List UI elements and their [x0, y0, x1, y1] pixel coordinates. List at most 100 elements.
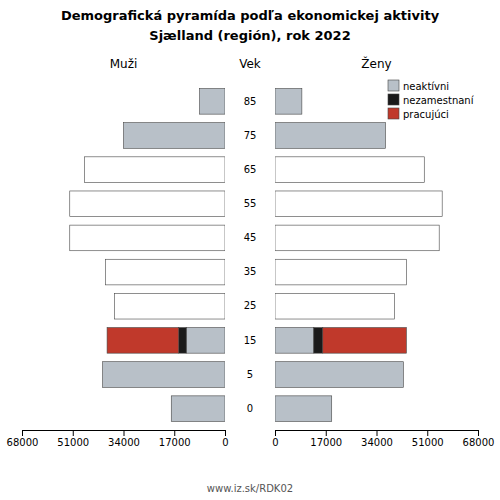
bar	[439, 225, 440, 251]
bar	[199, 89, 200, 115]
tick-label: 17000	[159, 437, 191, 448]
bar	[171, 396, 172, 422]
bar	[102, 362, 103, 388]
bar	[323, 328, 407, 354]
bar	[275, 157, 424, 183]
y-axis: 857565554535251550	[244, 96, 257, 414]
tick: 0	[222, 430, 228, 448]
bar	[114, 293, 115, 319]
bar	[301, 89, 302, 115]
bar-series	[314, 328, 323, 354]
tick: 35	[244, 266, 257, 277]
tick-mark	[377, 430, 378, 436]
tick-label: 55	[244, 198, 257, 209]
bar	[314, 328, 323, 354]
bar	[115, 293, 225, 319]
bar	[275, 191, 442, 217]
legend: neaktívninezamestnanípracujúci	[388, 80, 475, 120]
tick: 17000	[310, 430, 342, 448]
tick: 75	[244, 130, 257, 141]
x-axis: 0 17000 34000 51000 68000	[272, 430, 494, 448]
bar	[406, 259, 407, 285]
bar	[424, 157, 425, 183]
tick-label: 5	[247, 369, 253, 380]
tick-label: 68000	[7, 437, 39, 448]
tick-mark	[478, 430, 479, 436]
annotation: www.iz.sk/RDK02	[207, 483, 293, 494]
tick: 68000	[463, 430, 495, 448]
tick: 0	[247, 403, 253, 414]
legend-item: nezamestnaní	[388, 94, 475, 106]
tick-label: 65	[244, 164, 257, 175]
tick: 45	[244, 232, 257, 243]
bar-series	[275, 89, 442, 422]
bar	[179, 328, 186, 354]
bar	[331, 396, 332, 422]
legend-swatch	[388, 80, 399, 91]
tick: 68000	[7, 430, 39, 448]
tick: 51000	[57, 430, 89, 448]
bar	[275, 259, 406, 285]
bar	[275, 396, 332, 422]
tick-label: 25	[244, 300, 257, 311]
tick-mark	[225, 430, 226, 436]
bar	[424, 157, 425, 183]
bar	[275, 293, 394, 319]
bar	[85, 157, 225, 183]
bars	[275, 89, 442, 422]
tick-label: 17000	[310, 437, 342, 448]
tick-label: 35	[244, 266, 257, 277]
x-axis: 0 17000 34000 51000 68000	[7, 430, 229, 448]
tick: 5	[247, 369, 253, 380]
tick-label: 0	[272, 437, 278, 448]
legend-swatch	[388, 94, 399, 105]
legend-label: pracujúci	[403, 109, 449, 120]
bar	[69, 225, 70, 251]
bar	[442, 191, 443, 217]
bar	[331, 396, 332, 422]
bar	[69, 225, 70, 251]
bar	[84, 157, 85, 183]
bars	[70, 89, 225, 422]
tick-mark	[326, 430, 327, 436]
bar	[171, 396, 225, 422]
bar	[69, 191, 70, 217]
bar	[275, 225, 439, 251]
bar	[70, 225, 225, 251]
bar	[105, 259, 106, 285]
bar	[275, 328, 314, 354]
bar	[301, 89, 302, 115]
axis-line	[276, 431, 479, 437]
bar	[114, 293, 115, 319]
axis-title: Muži	[110, 57, 138, 71]
bar	[403, 362, 404, 388]
tick-mark	[275, 430, 276, 436]
bar	[84, 157, 85, 183]
legend-label: nezamestnaní	[403, 95, 475, 106]
bar	[123, 123, 124, 149]
bar	[406, 259, 407, 285]
tick: 51000	[412, 430, 444, 448]
bar	[275, 123, 385, 149]
tick-mark	[124, 430, 125, 436]
bar	[124, 123, 226, 149]
tick: 34000	[361, 430, 393, 448]
tick-mark	[174, 430, 175, 436]
tick-label: 68000	[463, 437, 495, 448]
bar	[275, 362, 403, 388]
tick-label: 75	[244, 130, 257, 141]
bar	[171, 396, 172, 422]
bar	[105, 259, 106, 285]
tick-label: 0	[222, 437, 228, 448]
tick: 55	[244, 198, 257, 209]
bar	[394, 293, 395, 319]
bar	[70, 191, 225, 217]
tick-mark	[73, 430, 74, 436]
bar	[107, 328, 179, 354]
tick-mark	[22, 430, 23, 436]
bar	[439, 225, 440, 251]
tick: 25	[244, 300, 257, 311]
tick: 34000	[108, 430, 140, 448]
bar	[275, 89, 302, 115]
tick-label: 51000	[57, 437, 89, 448]
